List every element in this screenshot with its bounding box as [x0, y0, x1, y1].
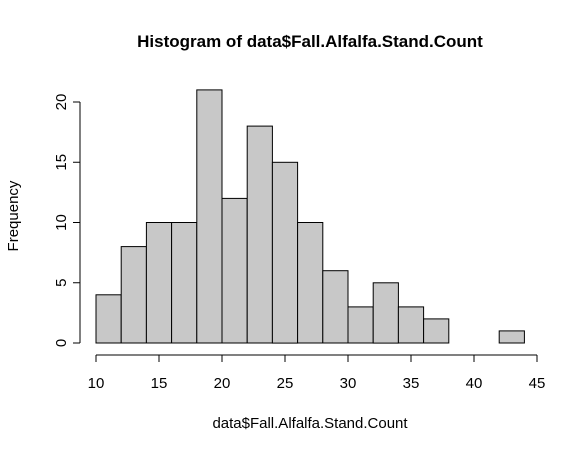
x-tick-label: 45 [529, 375, 546, 392]
histogram-bar [271, 161, 299, 344]
x-axis-label: data$Fall.Alfalfa.Stand.Count [212, 415, 408, 432]
histogram-bar [498, 330, 525, 344]
histogram-bar [95, 294, 122, 344]
chart-title: Histogram of data$Fall.Alfalfa.Stand.Cou… [137, 32, 483, 51]
histogram-bar [347, 306, 374, 344]
x-tick-label: 20 [214, 375, 231, 392]
x-tick-label: 40 [466, 375, 483, 392]
y-tick-label: 5 [53, 279, 70, 287]
x-axis: 10 15 20 25 30 35 40 45 [88, 354, 546, 392]
x-tick-label: 35 [403, 375, 420, 392]
y-tick-label: 15 [53, 154, 70, 171]
histogram-bar [397, 306, 425, 344]
histogram-bar [196, 89, 223, 344]
x-tick-label: 10 [88, 375, 105, 392]
histogram-bar [297, 222, 324, 344]
bars [95, 89, 525, 344]
histogram-bar [145, 222, 173, 344]
y-axis: 0 5 10 15 20 [53, 94, 81, 347]
y-tick-label: 0 [53, 339, 70, 347]
histogram-bar [221, 197, 248, 344]
y-tick-label: 20 [53, 94, 70, 111]
histogram-bar [423, 318, 450, 344]
histogram-bar [322, 270, 349, 344]
y-axis-label: Frequency [5, 180, 22, 251]
histogram-bar [120, 246, 147, 344]
histogram-bar [372, 282, 399, 344]
histogram-bar [246, 125, 273, 344]
x-tick-label: 25 [277, 375, 294, 392]
histogram-bar [171, 222, 198, 344]
x-tick-label: 30 [340, 375, 357, 392]
y-tick-label: 10 [53, 214, 70, 231]
x-tick-label: 15 [151, 375, 168, 392]
